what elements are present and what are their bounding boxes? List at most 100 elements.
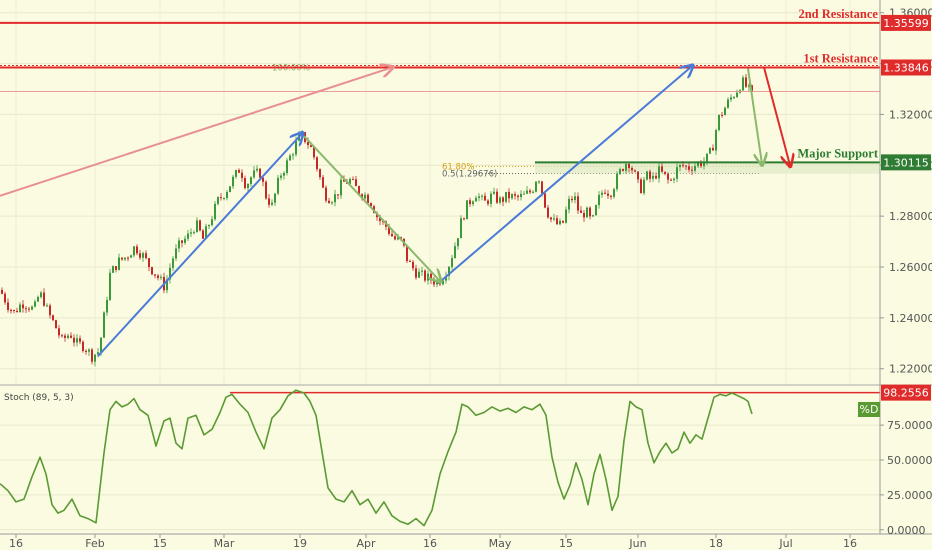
- candle-body: [136, 246, 138, 254]
- candle-body: [106, 299, 108, 313]
- indicator-axis[interactable]: 75.0000 50.0000 25.0000 0.0000 98.2556 %D: [858, 384, 932, 537]
- time-tick-label: 16: [9, 537, 23, 550]
- candle-body: [421, 270, 423, 272]
- candle-body: [445, 276, 447, 281]
- candle-body: [34, 301, 36, 307]
- candle-body: [211, 219, 213, 226]
- candle-body: [43, 292, 45, 306]
- candle-body: [118, 257, 120, 270]
- candle-body: [82, 341, 84, 351]
- candle-body: [724, 107, 726, 116]
- candle-body: [484, 195, 486, 201]
- candle-body: [115, 266, 117, 270]
- candle-body: [697, 162, 699, 166]
- candle-body: [25, 308, 27, 310]
- candle-body: [397, 237, 399, 240]
- candle-body: [736, 92, 738, 98]
- candle-body: [709, 147, 711, 154]
- level-price-tag-text: 1.35599: [883, 17, 929, 30]
- candle-body: [460, 218, 462, 239]
- candle-body: [631, 168, 633, 171]
- level-label: 1st Resistance: [803, 51, 878, 65]
- candle-body: [526, 190, 528, 194]
- candle-body: [673, 178, 675, 181]
- candle-body: [184, 238, 186, 243]
- candle-body: [139, 253, 141, 258]
- candle-body: [745, 77, 747, 87]
- candle-body: [241, 172, 243, 179]
- candle-body: [46, 305, 48, 307]
- indicator-tick-label: 25.0000: [887, 489, 932, 502]
- trend-arrows: [0, 66, 790, 357]
- candle-body: [733, 97, 735, 99]
- candle-body: [562, 220, 564, 223]
- candle-body: [643, 179, 645, 194]
- trend-arrow: [303, 135, 440, 281]
- candle-body: [607, 193, 609, 196]
- candle-body: [721, 114, 723, 116]
- candle-body: [190, 232, 192, 234]
- level-label: 2nd Resistance: [798, 7, 878, 21]
- candle-body: [361, 194, 363, 199]
- support-zone: [535, 162, 880, 174]
- candle-body: [553, 218, 555, 220]
- candle-body: [253, 170, 255, 178]
- level-price-tag: [881, 14, 931, 31]
- candle-body: [229, 186, 231, 192]
- candle-body: [718, 114, 720, 131]
- time-tick-label: Jul: [778, 537, 792, 550]
- candle-body: [256, 168, 258, 171]
- candle-body: [466, 200, 468, 220]
- candle-body: [700, 162, 702, 167]
- candle-body: [676, 167, 678, 179]
- candle-body: [133, 246, 135, 256]
- candle-body: [154, 274, 156, 276]
- candle-body: [337, 194, 339, 196]
- candle-body: [670, 179, 672, 181]
- price-axis[interactable]: 1.360001.340001.320001.300001.280001.260…: [880, 7, 932, 376]
- candle-body: [655, 175, 657, 179]
- candle-body: [499, 197, 501, 203]
- candle-body: [316, 157, 318, 170]
- indicator-level-tag-text: 98.2556: [883, 387, 929, 400]
- candle-body: [124, 257, 126, 260]
- candle-body: [340, 179, 342, 196]
- candle-body: [367, 194, 369, 204]
- time-axis[interactable]: 16 Feb 15 Mar 19 Apr 16 May 15 Jun 18 Jul 16: [9, 534, 857, 550]
- candle-body: [424, 270, 426, 281]
- candle-body: [520, 193, 522, 198]
- candle-body: [322, 177, 324, 188]
- candle-body: [259, 168, 261, 178]
- candle-body: [391, 233, 393, 237]
- candle-body: [232, 176, 234, 187]
- candle-body: [202, 230, 204, 239]
- candle-body: [226, 191, 228, 199]
- candle-body: [193, 232, 195, 234]
- time-tick-label: Feb: [85, 537, 104, 550]
- candle-body: [586, 207, 588, 218]
- candle-body: [16, 310, 18, 313]
- candle-body: [694, 165, 696, 171]
- candle-body: [127, 257, 129, 259]
- candle-body: [502, 197, 504, 202]
- candle-body: [103, 312, 105, 338]
- candle-body: [592, 215, 594, 217]
- candle-body: [667, 173, 669, 180]
- candle-body: [547, 207, 549, 218]
- candle-body: [349, 179, 351, 184]
- candle-body: [283, 172, 285, 176]
- candle-body: [616, 173, 618, 190]
- candle-body: [358, 186, 360, 195]
- candle-body: [409, 261, 411, 263]
- candle-body: [565, 209, 567, 223]
- candle-body: [220, 197, 222, 199]
- trend-arrow: [437, 66, 692, 285]
- candle-body: [364, 194, 366, 199]
- indicator-tick-label: 75.0000: [887, 419, 932, 432]
- candle-body: [250, 177, 252, 185]
- candle-body: [217, 197, 219, 204]
- candle-body: [448, 266, 450, 277]
- candle-body: [73, 337, 75, 343]
- candle-body: [319, 169, 321, 178]
